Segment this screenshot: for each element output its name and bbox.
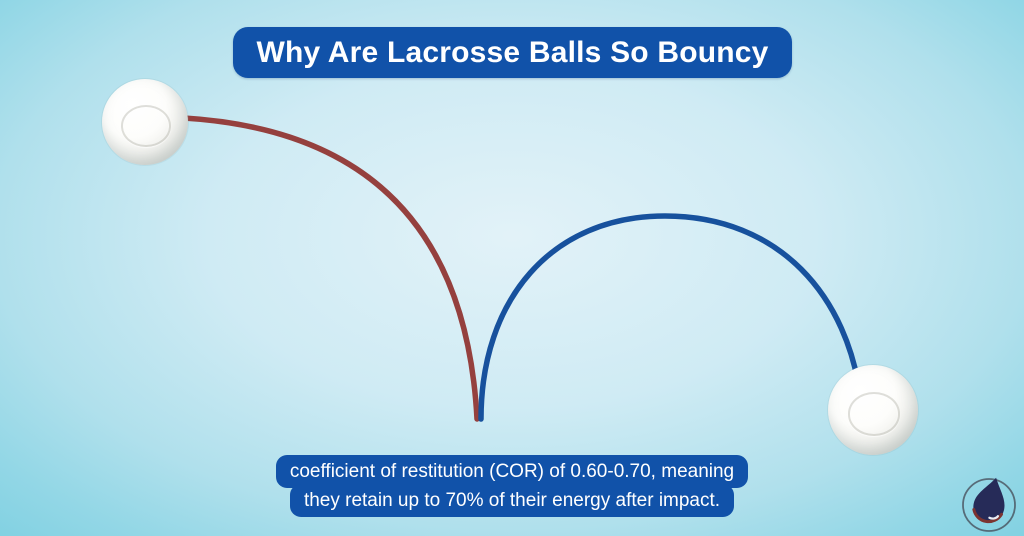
drop-curve xyxy=(181,115,480,422)
water-drop-logo-icon xyxy=(960,474,1020,534)
title-banner: Why Are Lacrosse Balls So Bouncy xyxy=(233,27,792,78)
callout-line-2-text: they retain up to 70% of their energy af… xyxy=(289,484,735,517)
callout-line-1: coefficient of restitution (COR) of 0.60… xyxy=(0,455,1024,488)
bounce-curve xyxy=(478,213,864,422)
cor-callout: coefficient of restitution (COR) of 0.60… xyxy=(0,455,1024,517)
callout-line-2: they retain up to 70% of their energy af… xyxy=(0,484,1024,517)
page-title: Why Are Lacrosse Balls So Bouncy xyxy=(256,35,769,69)
callout-line-1-text: coefficient of restitution (COR) of 0.60… xyxy=(275,455,749,488)
lacrosse-ball-icon-start xyxy=(102,79,188,165)
lacrosse-ball-icon-end xyxy=(828,365,918,455)
